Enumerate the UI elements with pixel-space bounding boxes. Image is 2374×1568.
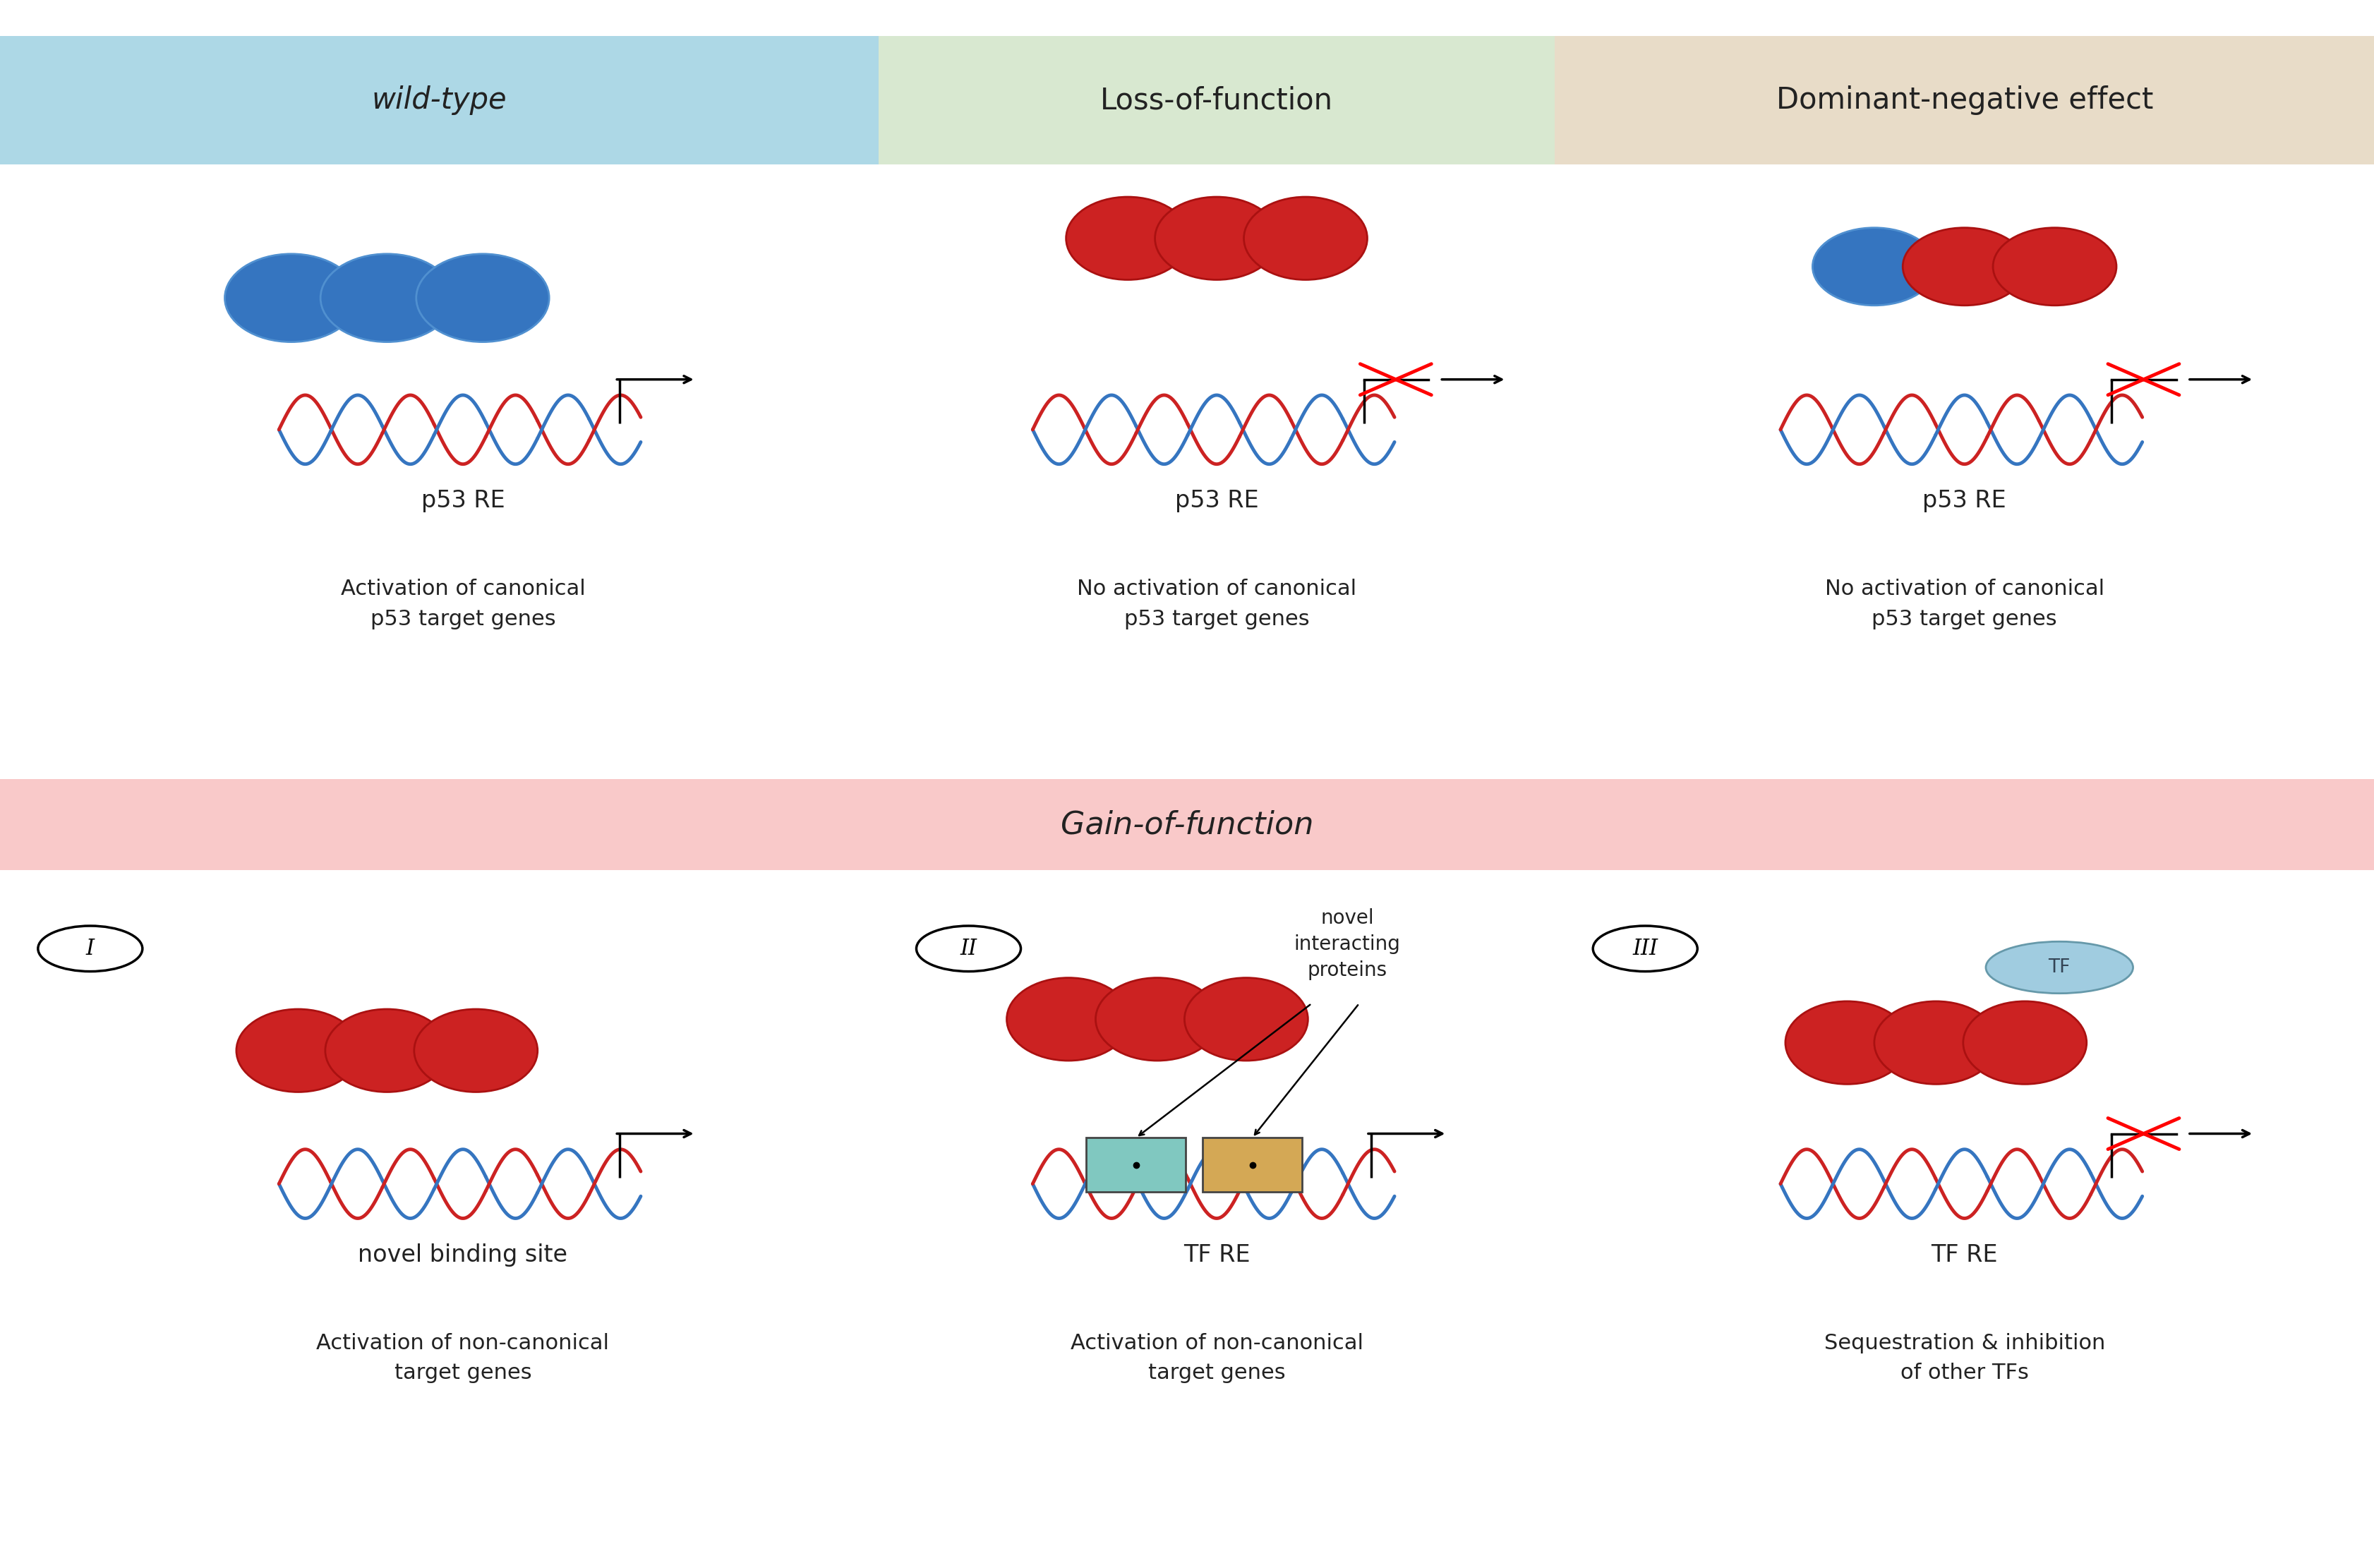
Ellipse shape xyxy=(1875,1002,1999,1083)
Bar xyxy=(1085,1138,1185,1192)
Text: novel
interacting
proteins: novel interacting proteins xyxy=(1294,908,1401,980)
Ellipse shape xyxy=(1785,1002,1909,1083)
Ellipse shape xyxy=(1007,978,1130,1060)
Ellipse shape xyxy=(1994,227,2118,306)
Text: Gain-of-function: Gain-of-function xyxy=(1061,809,1313,840)
Text: p53 RE: p53 RE xyxy=(420,489,506,513)
Ellipse shape xyxy=(320,254,453,342)
Text: wild-type: wild-type xyxy=(373,86,506,114)
Ellipse shape xyxy=(1985,941,2132,994)
Ellipse shape xyxy=(1066,198,1189,279)
Text: Activation of non-canonical
target genes: Activation of non-canonical target genes xyxy=(316,1333,610,1383)
Bar xyxy=(1201,1138,1301,1192)
Text: novel binding site: novel binding site xyxy=(358,1243,567,1267)
Ellipse shape xyxy=(237,1010,361,1091)
Text: TF RE: TF RE xyxy=(1182,1243,1251,1267)
Ellipse shape xyxy=(1904,227,2025,306)
Text: No activation of canonical
p53 target genes: No activation of canonical p53 target ge… xyxy=(1078,579,1356,629)
Text: p53 RE: p53 RE xyxy=(1175,489,1258,513)
Text: Dominant-negative effect: Dominant-negative effect xyxy=(1776,86,2153,114)
Ellipse shape xyxy=(1154,198,1277,279)
Bar xyxy=(1555,36,2374,165)
Text: I: I xyxy=(85,938,95,960)
Text: No activation of canonical
p53 target genes: No activation of canonical p53 target ge… xyxy=(1826,579,2103,629)
Ellipse shape xyxy=(1094,978,1218,1060)
Text: Sequestration & inhibition
of other TFs: Sequestration & inhibition of other TFs xyxy=(1823,1333,2106,1383)
Text: III: III xyxy=(1633,938,1657,960)
Ellipse shape xyxy=(413,1010,537,1091)
Text: TF: TF xyxy=(2049,958,2070,977)
Ellipse shape xyxy=(1963,1002,2087,1083)
Bar xyxy=(0,36,878,165)
Bar xyxy=(878,36,1555,165)
Text: TF RE: TF RE xyxy=(1930,1243,1999,1267)
Ellipse shape xyxy=(1185,978,1308,1060)
Ellipse shape xyxy=(1244,198,1367,279)
Ellipse shape xyxy=(1814,227,1937,306)
Bar xyxy=(0,779,2374,870)
Ellipse shape xyxy=(226,254,358,342)
Ellipse shape xyxy=(325,1010,449,1091)
Ellipse shape xyxy=(415,254,548,342)
Text: Activation of canonical
p53 target genes: Activation of canonical p53 target genes xyxy=(339,579,586,629)
Text: Activation of non-canonical
target genes: Activation of non-canonical target genes xyxy=(1071,1333,1363,1383)
Text: Loss-of-function: Loss-of-function xyxy=(1099,86,1334,114)
Text: p53 RE: p53 RE xyxy=(1923,489,2006,513)
Text: II: II xyxy=(959,938,978,960)
